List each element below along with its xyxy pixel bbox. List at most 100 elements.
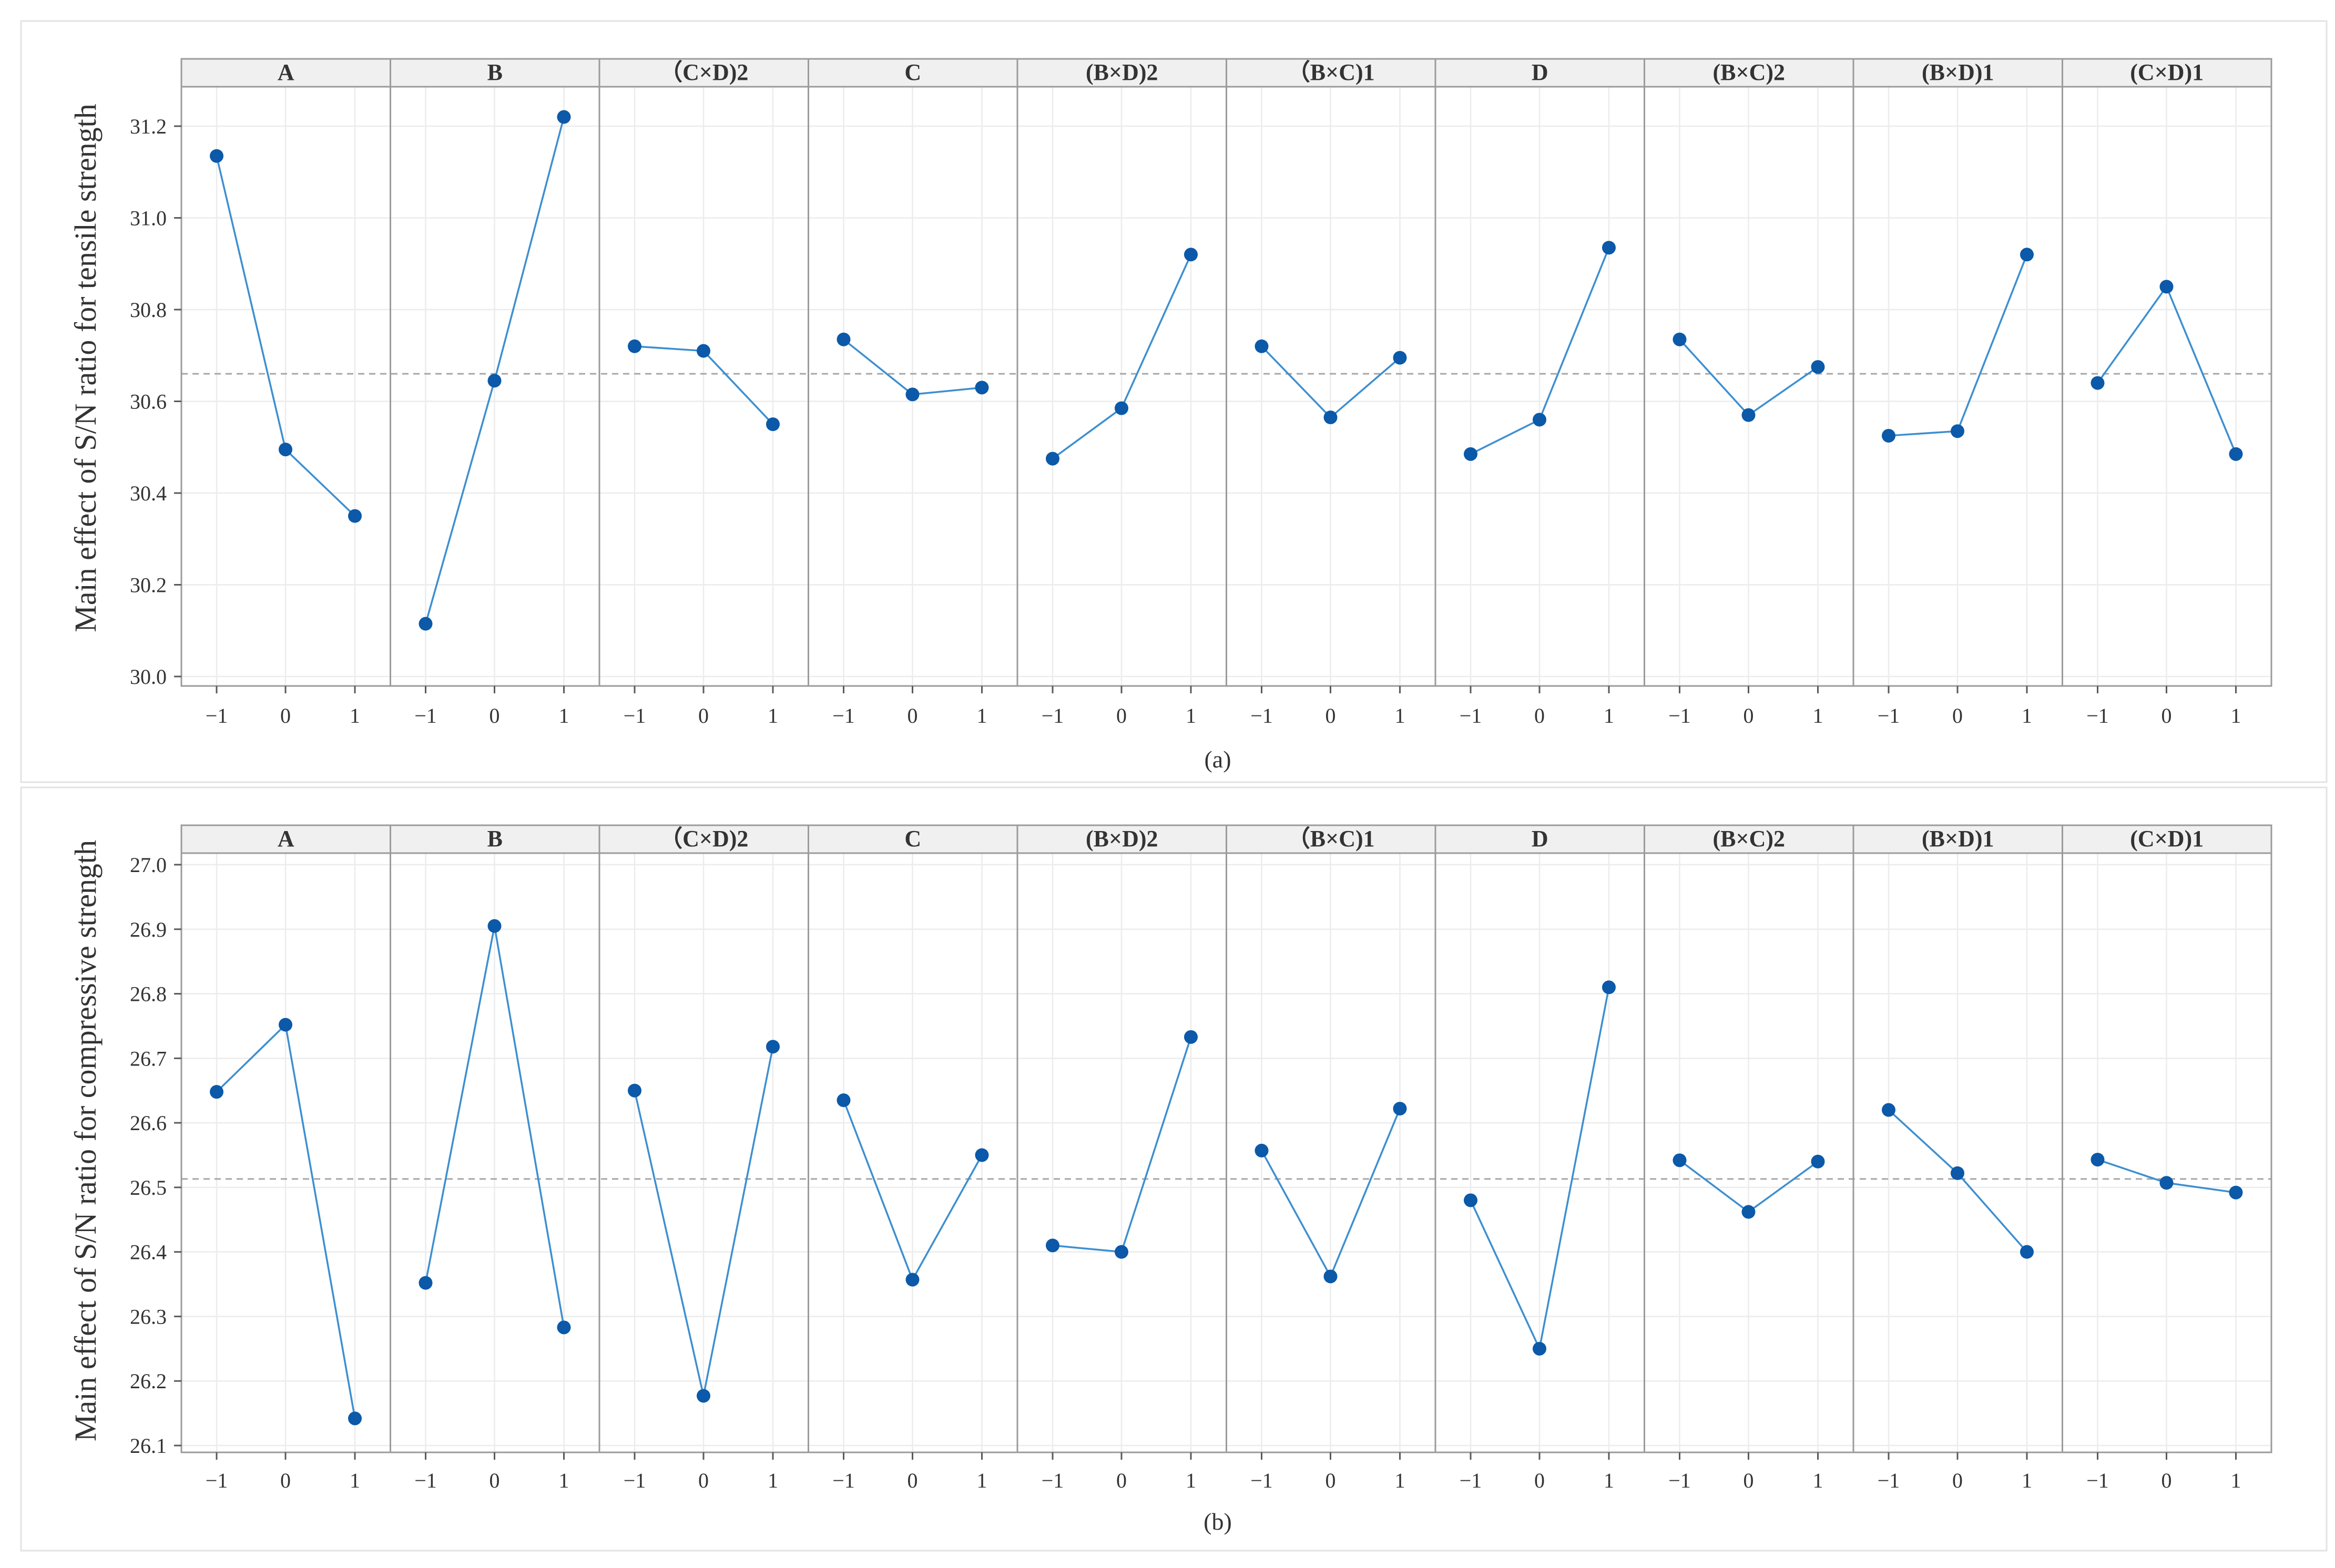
panel-label: （B×C)1: [1287, 826, 1375, 852]
data-point: [1951, 1166, 1964, 1180]
panel-label: (C×D)1: [2130, 826, 2204, 852]
panel-strip: [1434, 824, 1645, 854]
panel-label: B: [487, 59, 503, 85]
x-tick-label: 1: [1604, 1469, 1614, 1492]
x-tick-label: 0: [2161, 704, 2172, 727]
data-point: [1046, 1238, 1059, 1253]
y-tick-label: 26.2: [130, 1369, 167, 1393]
data-point: [348, 1411, 362, 1426]
data-point: [1046, 452, 1059, 466]
x-tick-label: 1: [1395, 704, 1405, 727]
panel-label: (B×C)2: [1713, 59, 1786, 85]
panel-strip: [1226, 58, 1436, 88]
data-point: [2091, 376, 2105, 390]
data-point: [2229, 447, 2243, 461]
data-point: [837, 1093, 851, 1108]
data-point: [975, 1148, 989, 1162]
data-point: [1602, 980, 1616, 995]
y-tick-label: 26.9: [130, 918, 167, 941]
panel-label: D: [1532, 59, 1548, 85]
data-point: [766, 417, 780, 432]
x-tick-label: 1: [559, 1469, 569, 1492]
panel-label: (B×D)1: [1922, 59, 1994, 85]
x-tick-label: 1: [1813, 1469, 1823, 1492]
x-tick-label: 1: [2022, 704, 2032, 727]
data-point: [766, 1040, 780, 1054]
data-point: [348, 509, 362, 523]
data-point: [1323, 1269, 1338, 1284]
data-point: [1184, 248, 1198, 262]
y-tick-label: 30.2: [130, 573, 167, 597]
x-tick-label: 0: [698, 1469, 709, 1492]
panel-label: (B×D)2: [1086, 59, 1158, 85]
x-tick-label: 0: [490, 1469, 500, 1492]
panel-label: （C×D)2: [659, 826, 748, 852]
x-tick-label: −1: [1878, 1469, 1900, 1492]
panel-label: （B×C)1: [1287, 59, 1375, 85]
x-tick-label: 0: [1325, 1469, 1336, 1492]
data-point: [628, 339, 641, 353]
x-tick-label: 0: [1534, 704, 1545, 727]
x-tick-label: 0: [1116, 704, 1127, 727]
x-tick-label: 0: [1952, 704, 1963, 727]
x-tick-label: 1: [2231, 1469, 2241, 1492]
y-tick-label: 26.4: [130, 1241, 167, 1264]
data-point: [1464, 447, 1477, 461]
panel-label: C: [904, 826, 921, 852]
data-point: [837, 332, 851, 346]
data-point: [557, 110, 571, 124]
plot-border: [180, 824, 2272, 1453]
data-point: [697, 1389, 710, 1403]
y-tick-label: 30.8: [130, 298, 167, 322]
x-tick-label: 1: [2022, 1469, 2032, 1492]
data-point: [487, 374, 502, 388]
y-tick-label: 26.1: [130, 1434, 167, 1458]
x-tick-label: 0: [2161, 1469, 2172, 1492]
x-tick-label: 1: [1604, 704, 1614, 727]
data-point: [1741, 408, 1756, 422]
x-tick-label: −1: [414, 1469, 437, 1492]
y-tick-label: 26.8: [130, 982, 167, 1006]
data-point: [1533, 413, 1546, 427]
data-point: [975, 381, 989, 395]
x-tick-label: 1: [559, 704, 569, 727]
data-point: [1464, 1193, 1477, 1207]
y-tick-label: 30.6: [130, 390, 167, 414]
x-tick-label: 0: [908, 704, 918, 727]
chart-compressive: A B （C×D)2 C (B×D)2 （B×C)1 D (B×C)2 (B×D)1 (C×D)1…: [20, 786, 2328, 1552]
panel-strip: [390, 58, 600, 88]
x-tick-label: 1: [350, 704, 360, 727]
panel-label: (B×D)1: [1922, 826, 1994, 852]
y-tick-label: 26.3: [130, 1305, 167, 1328]
panel-label: A: [278, 59, 294, 85]
data-point: [1811, 360, 1825, 374]
y-tick-label: 30.4: [130, 481, 167, 505]
panel-strip: [1644, 824, 1854, 854]
x-tick-label: −1: [624, 704, 646, 727]
figure-caption: (b): [1204, 1508, 1232, 1535]
x-tick-label: −1: [1460, 704, 1482, 727]
data-point: [419, 1276, 433, 1290]
data-point: [210, 149, 223, 163]
panel-strip: [180, 58, 391, 88]
data-point: [2229, 1185, 2243, 1200]
x-tick-label: −1: [1878, 704, 1900, 727]
x-tick-label: 1: [977, 704, 987, 727]
panel-strip: [2062, 824, 2272, 854]
panel-strip: [1644, 58, 1854, 88]
x-tick-label: 1: [768, 704, 778, 727]
y-tick-label: 30.0: [130, 665, 167, 689]
x-tick-label: 0: [1743, 1469, 1754, 1492]
y-tick-label: 26.7: [130, 1047, 167, 1070]
x-tick-label: −1: [2086, 1469, 2109, 1492]
x-tick-label: 0: [280, 1469, 291, 1492]
data-point: [279, 1018, 292, 1032]
y-tick-label: 26.5: [130, 1176, 167, 1200]
y-tick-label: 27.0: [130, 853, 167, 877]
panel-label: C: [904, 59, 921, 85]
data-point: [557, 1320, 571, 1335]
x-tick-label: 0: [490, 704, 500, 727]
panel-label: (C×D)1: [2130, 59, 2204, 85]
x-tick-label: −1: [1460, 1469, 1482, 1492]
data-point: [1255, 1143, 1269, 1157]
